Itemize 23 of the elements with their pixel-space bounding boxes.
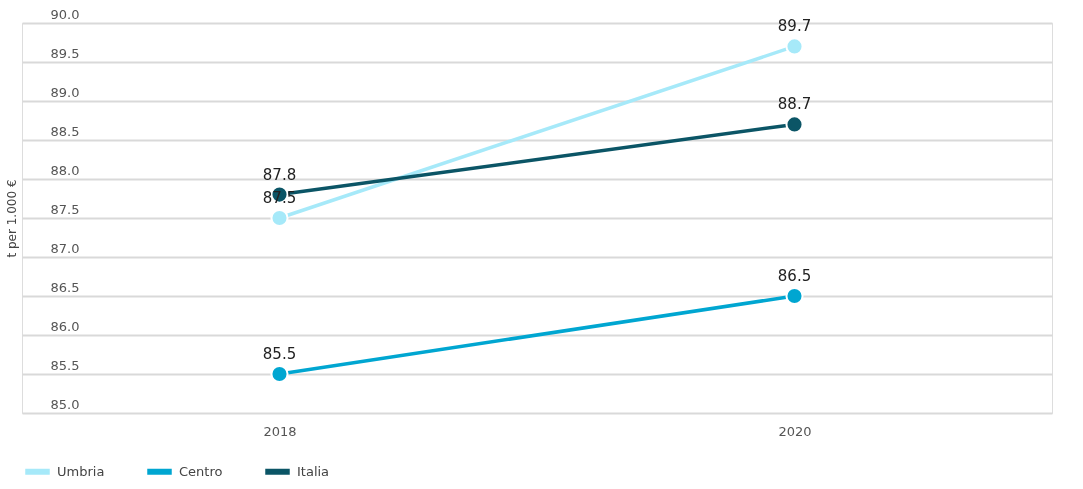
- legend-label: Umbria: [57, 463, 105, 479]
- y-tick-label: 85.0: [50, 396, 80, 412]
- data-label: 86.5: [777, 267, 812, 285]
- y-axis-title: t per 1.000 €: [4, 179, 19, 258]
- y-tick-label: 88.5: [50, 123, 80, 139]
- data-label: 87.8: [262, 165, 297, 184]
- x-tick-label: 2020: [778, 423, 812, 439]
- y-tick-label: 88.0: [50, 162, 80, 178]
- data-label: 89.7: [777, 17, 812, 36]
- legend-label: Centro: [179, 463, 223, 479]
- y-tick-label: 86.5: [50, 279, 80, 295]
- y-tick-label: 87.0: [50, 240, 80, 256]
- data-label: 88.7: [777, 95, 812, 114]
- y-tick-label: 87.5: [50, 201, 80, 217]
- y-tick-label: 85.5: [50, 357, 80, 373]
- data-label: 87.5: [262, 189, 297, 207]
- y-tick-label: 89.0: [50, 84, 80, 100]
- y-tick-label: 89.5: [50, 45, 80, 61]
- y-tick-label: 86.0: [50, 318, 80, 334]
- x-tick-label: 2018: [263, 423, 297, 439]
- legend-label: Italia: [297, 463, 330, 479]
- y-tick-label: 90.0: [50, 6, 80, 22]
- data-label: 85.5: [262, 345, 297, 363]
